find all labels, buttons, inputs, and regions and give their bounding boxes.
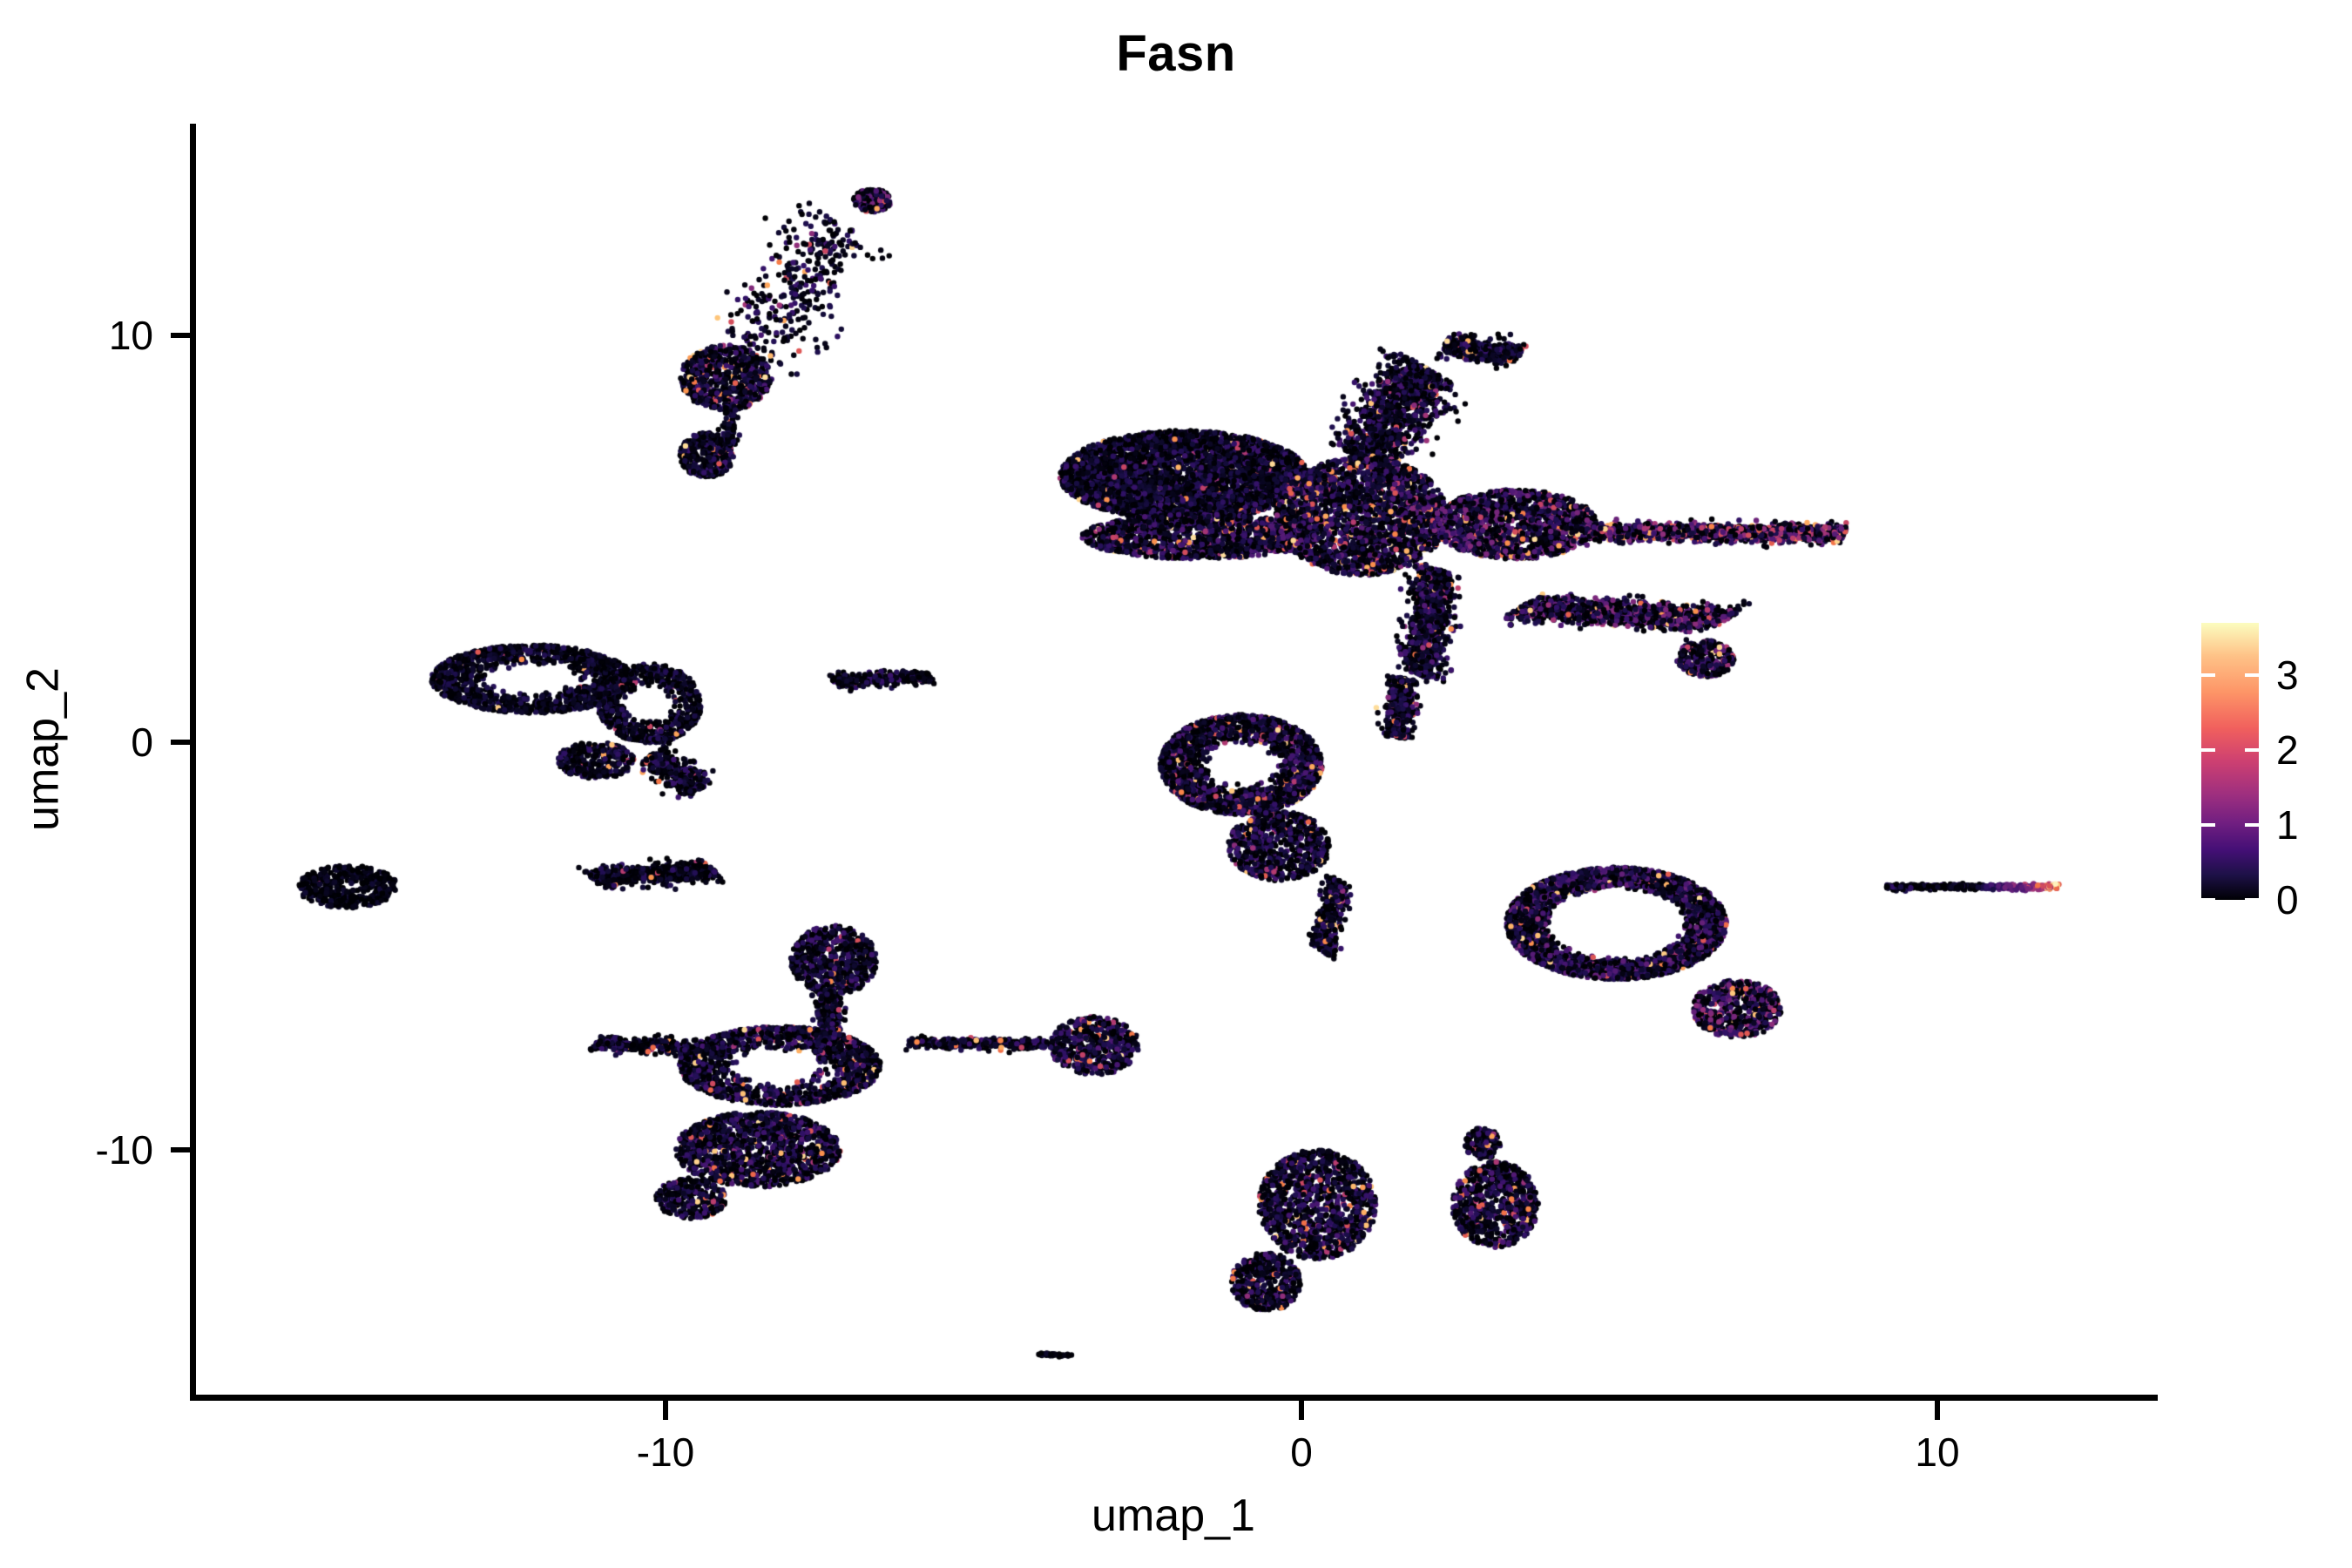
page-title: Fasn [1116,25,1236,82]
x-axis-line [190,1395,2158,1401]
x-axis-tick-10 [1935,1401,1940,1420]
x-axis-tick-label-neg10: -10 [636,1429,695,1475]
y-axis-tick-label-neg10: -10 [95,1126,153,1173]
y-axis-title: umap_2 [17,667,69,831]
scatter-plot-panel [195,124,2152,1395]
x-axis-title: umap_1 [1092,1490,1255,1541]
x-axis-tick-label-0: 0 [1290,1429,1313,1475]
colorbar-gradient [2201,623,2259,900]
y-axis-tick-10 [171,332,190,338]
y-axis-tick-label-10: 10 [108,312,153,358]
y-axis-line [190,124,196,1401]
y-axis-tick-neg10 [171,1146,190,1152]
umap-scatter-canvas [195,124,2152,1395]
y-axis-tick-label-0: 0 [131,720,153,765]
colorbar-label-2: 2 [2276,727,2299,774]
colorbar-label-3: 3 [2276,652,2299,699]
colorbar-label-1: 1 [2276,802,2299,848]
x-axis-tick-label-10: 10 [1915,1429,1960,1475]
x-axis-tick-0 [1299,1401,1304,1420]
y-axis-tick-0 [171,740,190,745]
x-axis-tick-neg10 [663,1401,668,1420]
expression-colorbar-legend: 3 2 1 0 [2201,623,2341,923]
colorbar-label-0: 0 [2276,877,2299,923]
